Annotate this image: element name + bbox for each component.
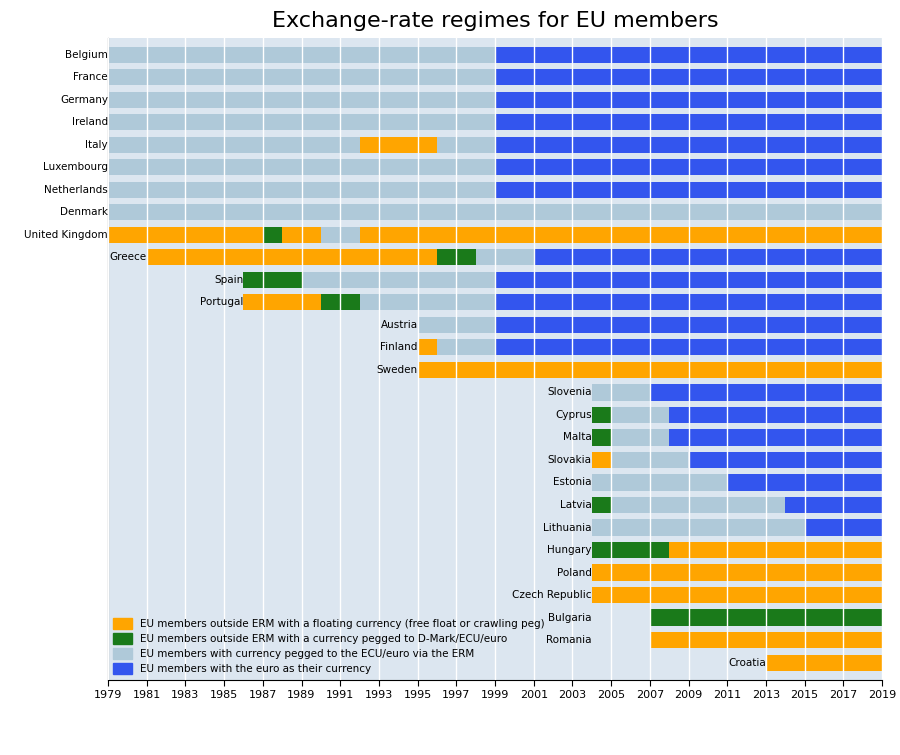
Bar: [108, 69, 495, 85]
Bar: [108, 204, 882, 220]
Bar: [650, 609, 882, 626]
Text: United Kingdom: United Kingdom: [24, 230, 108, 240]
Bar: [244, 272, 302, 288]
Text: France: France: [74, 72, 108, 82]
Bar: [283, 226, 321, 243]
Bar: [495, 159, 882, 175]
Bar: [320, 226, 359, 243]
Bar: [244, 294, 321, 310]
Bar: [495, 137, 882, 153]
Bar: [108, 226, 263, 243]
Bar: [592, 519, 805, 535]
Bar: [360, 294, 495, 310]
Text: Malta: Malta: [563, 433, 592, 442]
Text: Greece: Greece: [110, 252, 147, 262]
Bar: [592, 497, 611, 513]
Bar: [108, 137, 360, 153]
Text: Bulgaria: Bulgaria: [548, 612, 592, 623]
Bar: [108, 159, 495, 175]
Text: Sweden: Sweden: [376, 365, 418, 375]
Bar: [437, 339, 495, 356]
Bar: [437, 249, 476, 266]
Text: Denmark: Denmark: [60, 208, 108, 217]
Bar: [592, 474, 727, 491]
Bar: [592, 430, 611, 445]
Bar: [650, 384, 882, 400]
Bar: [360, 226, 882, 243]
Bar: [592, 542, 669, 558]
Bar: [495, 47, 882, 63]
Bar: [108, 91, 495, 108]
Bar: [108, 114, 495, 131]
Bar: [418, 339, 436, 356]
Text: Slovakia: Slovakia: [548, 455, 592, 465]
Title: Exchange-rate regimes for EU members: Exchange-rate regimes for EU members: [272, 11, 718, 31]
Bar: [611, 451, 688, 468]
Bar: [302, 272, 495, 288]
Text: Latvia: Latvia: [560, 500, 592, 510]
Bar: [670, 542, 882, 558]
Bar: [592, 407, 611, 423]
Bar: [592, 565, 882, 581]
Text: Czech Republic: Czech Republic: [512, 590, 592, 600]
Text: Belgium: Belgium: [65, 50, 108, 60]
Text: Slovenia: Slovenia: [547, 387, 592, 397]
Text: Austria: Austria: [381, 320, 418, 330]
Text: Germany: Germany: [60, 94, 108, 105]
Bar: [592, 384, 650, 400]
Bar: [147, 249, 437, 266]
Text: Estonia: Estonia: [554, 477, 592, 488]
Bar: [592, 451, 611, 468]
Legend: EU members outside ERM with a floating currency (free float or crawling peg), EU: EU members outside ERM with a floating c…: [113, 618, 544, 674]
Text: Portugal: Portugal: [200, 297, 244, 307]
Bar: [766, 655, 882, 670]
Bar: [476, 249, 534, 266]
Text: Luxembourg: Luxembourg: [43, 162, 108, 172]
Bar: [534, 249, 882, 266]
Bar: [611, 407, 669, 423]
Text: Ireland: Ireland: [72, 117, 108, 127]
Bar: [670, 430, 882, 445]
Bar: [418, 317, 495, 333]
Bar: [495, 114, 882, 131]
Bar: [360, 137, 437, 153]
Bar: [495, 317, 882, 333]
Bar: [263, 226, 283, 243]
Bar: [495, 69, 882, 85]
Bar: [727, 474, 882, 491]
Bar: [495, 294, 882, 310]
Bar: [785, 497, 882, 513]
Text: Lithuania: Lithuania: [544, 522, 592, 532]
Text: Romania: Romania: [546, 635, 592, 645]
Text: Croatia: Croatia: [728, 658, 766, 667]
Bar: [320, 294, 359, 310]
Bar: [611, 497, 785, 513]
Bar: [495, 272, 882, 288]
Text: Cyprus: Cyprus: [555, 410, 592, 420]
Text: Poland: Poland: [557, 568, 592, 578]
Bar: [108, 182, 495, 198]
Bar: [495, 91, 882, 108]
Bar: [495, 339, 882, 356]
Bar: [611, 430, 669, 445]
Bar: [592, 587, 882, 603]
Bar: [650, 632, 882, 649]
Bar: [688, 451, 882, 468]
Bar: [495, 182, 882, 198]
Bar: [670, 407, 882, 423]
Bar: [108, 47, 495, 63]
Bar: [805, 519, 882, 535]
Text: Spain: Spain: [214, 275, 244, 285]
Text: Hungary: Hungary: [547, 545, 592, 555]
Text: Finland: Finland: [380, 342, 418, 353]
Bar: [418, 362, 882, 378]
Text: Italy: Italy: [86, 140, 108, 149]
Bar: [437, 137, 495, 153]
Text: Netherlands: Netherlands: [44, 185, 108, 195]
